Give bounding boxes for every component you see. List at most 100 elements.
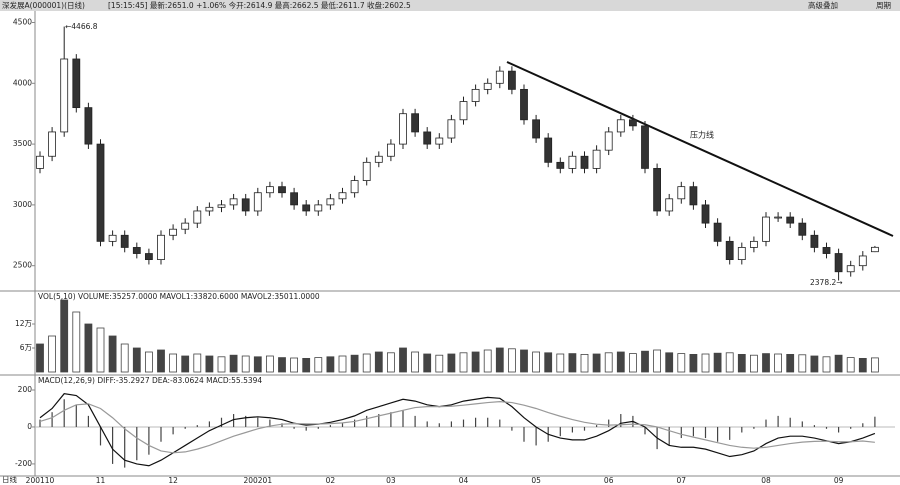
macd-line	[39, 401, 875, 454]
x-tick-label: 07	[677, 476, 687, 485]
candle-body	[314, 204, 323, 212]
candle-body	[737, 247, 746, 261]
volume-bar	[580, 353, 589, 373]
volume-bar	[120, 343, 129, 373]
volume-bar	[362, 353, 371, 373]
candle-body	[750, 240, 758, 248]
candle-body	[762, 216, 770, 242]
macd-line	[39, 393, 876, 467]
candle-body	[471, 88, 480, 102]
candle-body	[532, 119, 540, 139]
candle-body	[411, 113, 420, 133]
candle-body	[399, 113, 407, 145]
volume-bar	[532, 351, 540, 373]
volume-bar	[399, 347, 407, 373]
candle-body	[616, 119, 625, 133]
volume-bar	[762, 353, 770, 373]
candle-body	[834, 253, 843, 273]
volume-bar	[616, 351, 625, 373]
candle-body	[108, 234, 117, 242]
volume-bar	[629, 353, 637, 373]
volume-bar	[181, 355, 190, 373]
y-tick-label: 4500	[13, 18, 32, 27]
candle-body	[483, 82, 492, 90]
volume-bar	[592, 353, 601, 373]
volume-bar	[871, 357, 879, 373]
candle-body	[386, 143, 395, 157]
volume-bar	[556, 353, 565, 373]
volume-bar	[737, 353, 746, 373]
volume-bar	[822, 356, 831, 373]
volume-bar	[677, 353, 686, 373]
candle-body	[580, 155, 589, 169]
volume-bar	[471, 351, 480, 373]
volume-bar	[326, 356, 335, 373]
candle-body	[144, 253, 153, 261]
candle-body	[798, 222, 807, 236]
candle-body	[507, 70, 516, 90]
y-tick-label: 3000	[13, 200, 32, 209]
candle-body	[181, 222, 190, 230]
candle-body	[447, 119, 456, 139]
candle-body	[290, 192, 299, 206]
volume-title: VOL(5,10) VOLUME:35257.0000 MAVOL1:33820…	[38, 292, 320, 301]
volume-bar	[604, 352, 613, 373]
volume-bar	[36, 343, 44, 373]
stock-title: 深发展A(000001)(日线)	[2, 0, 85, 10]
volume-bar	[193, 353, 202, 373]
volume-bar	[713, 352, 722, 373]
candle-body	[713, 222, 722, 242]
candle-body	[60, 58, 69, 133]
candle-body	[677, 186, 686, 200]
candle-body	[48, 131, 56, 157]
candle-body	[72, 58, 81, 109]
candle-body	[120, 234, 129, 248]
volume-bar	[568, 353, 577, 373]
volume-bar	[435, 354, 444, 373]
candle-body	[822, 247, 831, 254]
overlay-button[interactable]: 高级叠加	[808, 0, 838, 10]
volume-bar	[72, 311, 81, 373]
volume-bar	[253, 356, 262, 373]
y-tick-label: 12万	[15, 319, 33, 328]
candle-body	[520, 88, 528, 121]
volume-bar	[205, 355, 214, 373]
candle-body	[665, 198, 674, 212]
candle-body	[435, 137, 444, 145]
volume-bar	[495, 347, 504, 373]
volume-bar	[314, 357, 323, 373]
candle-body	[350, 180, 359, 194]
volume-bar	[302, 357, 311, 373]
volume-bar	[241, 355, 250, 373]
volume-bar	[423, 353, 432, 373]
y-tick-label: 6万	[20, 343, 33, 352]
candle-body	[786, 216, 795, 224]
candle-body	[689, 186, 698, 206]
y-tick-label: -200	[15, 459, 32, 468]
volume-bar	[60, 299, 69, 373]
candle-body	[338, 192, 347, 200]
candle-body	[96, 143, 105, 242]
period-button[interactable]: 周期	[876, 1, 891, 10]
volume-bar	[48, 335, 56, 373]
candle-body	[641, 125, 649, 169]
volume-bar	[278, 357, 286, 373]
candle-body	[629, 119, 637, 127]
candle-body	[568, 155, 577, 169]
volume-bar	[750, 354, 758, 373]
candle-body	[229, 198, 238, 206]
volume-bar	[858, 357, 867, 373]
low-label: 2378.2→	[810, 278, 843, 287]
volume-bar	[520, 349, 528, 373]
candle-body	[278, 186, 286, 194]
volume-bar	[641, 350, 649, 373]
x-tick-label: 200201	[243, 476, 272, 485]
volume-bar	[84, 323, 93, 373]
candle-body	[592, 149, 601, 169]
candle-body	[774, 216, 782, 219]
candle-body	[459, 101, 468, 121]
volume-bar	[290, 357, 299, 373]
candle-body	[604, 131, 613, 151]
candle-body	[544, 137, 553, 163]
candle-body	[858, 255, 867, 267]
